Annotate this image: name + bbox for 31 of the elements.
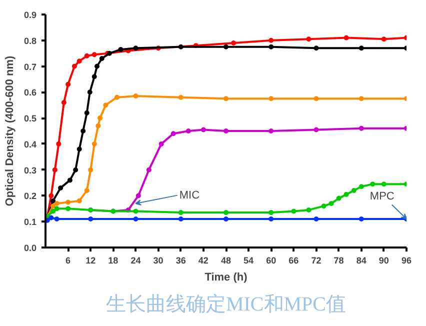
x-tick-label: 6 — [66, 256, 71, 266]
x-tick-label: 48 — [220, 256, 232, 266]
x-tick-label: 66 — [288, 256, 299, 266]
x-tick-label: 18 — [108, 256, 118, 266]
x-tick-label: 90 — [378, 256, 389, 266]
annotation: MPC — [370, 190, 394, 203]
y-tick-label: 0.0 — [24, 243, 37, 253]
y-tick-label: 0.4 — [24, 139, 37, 150]
y-tick-label: 0.1 — [24, 217, 37, 228]
x-tick-label: 36 — [176, 256, 186, 266]
x-tick-label: 60 — [266, 256, 276, 266]
x-tick-label: 12 — [86, 256, 96, 266]
x-tick-label: 96 — [401, 256, 412, 266]
y-tick-label: 0.6 — [24, 88, 37, 98]
text: 生长曲线确定MIC和MPC值 — [106, 294, 346, 316]
y-axis-title: Optical Density (400-600 nm) — [4, 55, 16, 206]
x-tick-label: 78 — [334, 256, 344, 266]
x-axis-title: Time (h) — [204, 272, 248, 284]
y-tick-label: 0.8 — [24, 36, 37, 46]
x-tick-label: 84 — [356, 256, 366, 266]
y-tick-label: 0.9 — [24, 10, 37, 20]
annotation: MIC — [179, 189, 200, 202]
y-tick-label: 0.5 — [24, 114, 37, 124]
y-tick-label: 0.7 — [24, 62, 37, 72]
y-tick-label: 0.2 — [24, 191, 37, 202]
x-tick-label: 54 — [244, 256, 254, 266]
y-tick-label: 0.3 — [24, 165, 37, 176]
x-tick-label: 42 — [198, 256, 208, 266]
x-tick-label: 72 — [311, 256, 322, 266]
x-tick-label: 24 — [130, 256, 141, 266]
x-tick-label: 30 — [153, 256, 164, 266]
